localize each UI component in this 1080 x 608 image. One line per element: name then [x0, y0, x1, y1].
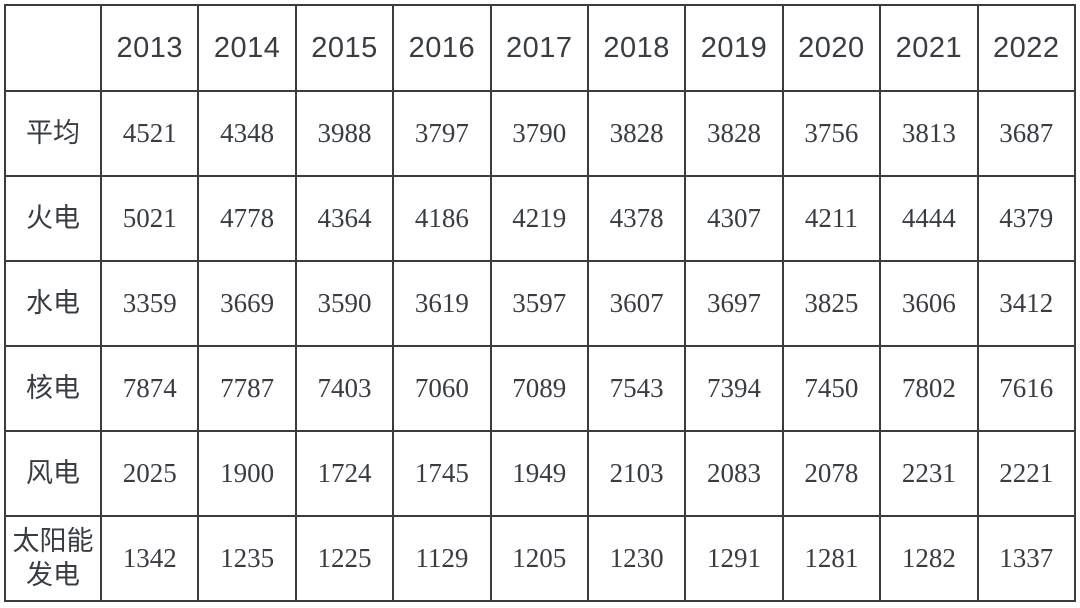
cell-nuclear-2017: 7089 [489, 345, 589, 432]
cell-nuclear-2013: 7874 [99, 345, 200, 432]
cell-nuclear-2019: 7394 [684, 345, 784, 432]
cell-nuclear-2018: 7543 [586, 345, 687, 432]
cell-wind-2020: 2078 [781, 430, 882, 517]
year-header-2017: 2017 [489, 4, 589, 92]
cell-hydro-2016: 3619 [392, 260, 492, 347]
cell-thermal-2016: 4186 [392, 175, 492, 262]
year-header-2020: 2020 [781, 4, 882, 92]
cell-solar-2017: 1205 [489, 515, 589, 602]
cell-wind-2022: 2221 [976, 430, 1077, 517]
row-label-solar: 太阳能发电 [4, 515, 102, 602]
cell-nuclear-2015: 7403 [294, 345, 395, 432]
row-label-thermal: 火电 [4, 175, 102, 262]
cell-thermal-2018: 4378 [586, 175, 687, 262]
table-row-solar: 太阳能发电 1342 1235 1225 1129 1205 1230 1291… [4, 515, 1077, 602]
cell-thermal-2013: 5021 [99, 175, 200, 262]
row-label-hydro: 水电 [4, 260, 102, 347]
cell-nuclear-2022: 7616 [976, 345, 1077, 432]
cell-average-2018: 3828 [586, 90, 687, 177]
cell-solar-2022: 1337 [976, 515, 1077, 602]
cell-average-2020: 3756 [781, 90, 882, 177]
year-header-2018: 2018 [586, 4, 687, 92]
cell-average-2017: 3790 [489, 90, 589, 177]
cell-wind-2013: 2025 [99, 430, 200, 517]
cell-average-2016: 3797 [392, 90, 492, 177]
cell-hydro-2020: 3825 [781, 260, 882, 347]
row-label-nuclear: 核电 [4, 345, 102, 432]
corner-cell [4, 4, 102, 92]
cell-solar-2018: 1230 [586, 515, 687, 602]
cell-average-2013: 4521 [99, 90, 200, 177]
cell-hydro-2015: 3590 [294, 260, 395, 347]
cell-solar-2020: 1281 [781, 515, 882, 602]
cell-nuclear-2021: 7802 [879, 345, 979, 432]
cell-average-2022: 3687 [976, 90, 1077, 177]
cell-hydro-2019: 3697 [684, 260, 784, 347]
cell-solar-2015: 1225 [294, 515, 395, 602]
cell-wind-2015: 1724 [294, 430, 395, 517]
year-header-2014: 2014 [197, 4, 297, 92]
cell-hydro-2017: 3597 [489, 260, 589, 347]
cell-thermal-2019: 4307 [684, 175, 784, 262]
cell-solar-2021: 1282 [879, 515, 979, 602]
cell-hydro-2013: 3359 [99, 260, 200, 347]
table-row-average: 平均 4521 4348 3988 3797 3790 3828 3828 37… [4, 90, 1077, 177]
cell-average-2019: 3828 [684, 90, 784, 177]
cell-thermal-2021: 4444 [879, 175, 979, 262]
cell-thermal-2017: 4219 [489, 175, 589, 262]
cell-average-2021: 3813 [879, 90, 979, 177]
cell-wind-2017: 1949 [489, 430, 589, 517]
table-row-thermal: 火电 5021 4778 4364 4186 4219 4378 4307 42… [4, 175, 1077, 262]
year-header-2013: 2013 [99, 4, 200, 92]
cell-solar-2016: 1129 [392, 515, 492, 602]
cell-wind-2019: 2083 [684, 430, 784, 517]
table-row-nuclear: 核电 7874 7787 7403 7060 7089 7543 7394 74… [4, 345, 1077, 432]
year-header-row: 2013 2014 2015 2016 2017 2018 2019 2020 … [4, 4, 1077, 92]
cell-nuclear-2020: 7450 [781, 345, 882, 432]
year-header-2015: 2015 [294, 4, 395, 92]
cell-nuclear-2014: 7787 [197, 345, 297, 432]
electricity-utilization-table: 2013 2014 2015 2016 2017 2018 2019 2020 … [4, 4, 1077, 602]
cell-hydro-2018: 3607 [586, 260, 687, 347]
row-label-average: 平均 [4, 90, 102, 177]
cell-hydro-2022: 3412 [976, 260, 1077, 347]
cell-thermal-2022: 4379 [976, 175, 1077, 262]
cell-solar-2019: 1291 [684, 515, 784, 602]
year-header-2021: 2021 [879, 4, 979, 92]
cell-average-2014: 4348 [197, 90, 297, 177]
cell-thermal-2020: 4211 [781, 175, 882, 262]
row-label-wind: 风电 [4, 430, 102, 517]
cell-wind-2021: 2231 [879, 430, 979, 517]
cell-wind-2014: 1900 [197, 430, 297, 517]
year-header-2016: 2016 [392, 4, 492, 92]
table-row-wind: 风电 2025 1900 1724 1745 1949 2103 2083 20… [4, 430, 1077, 517]
year-header-2019: 2019 [684, 4, 784, 92]
cell-thermal-2014: 4778 [197, 175, 297, 262]
cell-solar-2014: 1235 [197, 515, 297, 602]
table-row-hydro: 水电 3359 3669 3590 3619 3597 3607 3697 38… [4, 260, 1077, 347]
cell-solar-2013: 1342 [99, 515, 200, 602]
year-header-2022: 2022 [976, 4, 1077, 92]
cell-wind-2016: 1745 [392, 430, 492, 517]
cell-average-2015: 3988 [294, 90, 395, 177]
cell-hydro-2014: 3669 [197, 260, 297, 347]
cell-wind-2018: 2103 [586, 430, 687, 517]
cell-hydro-2021: 3606 [879, 260, 979, 347]
cell-thermal-2015: 4364 [294, 175, 395, 262]
cell-nuclear-2016: 7060 [392, 345, 492, 432]
